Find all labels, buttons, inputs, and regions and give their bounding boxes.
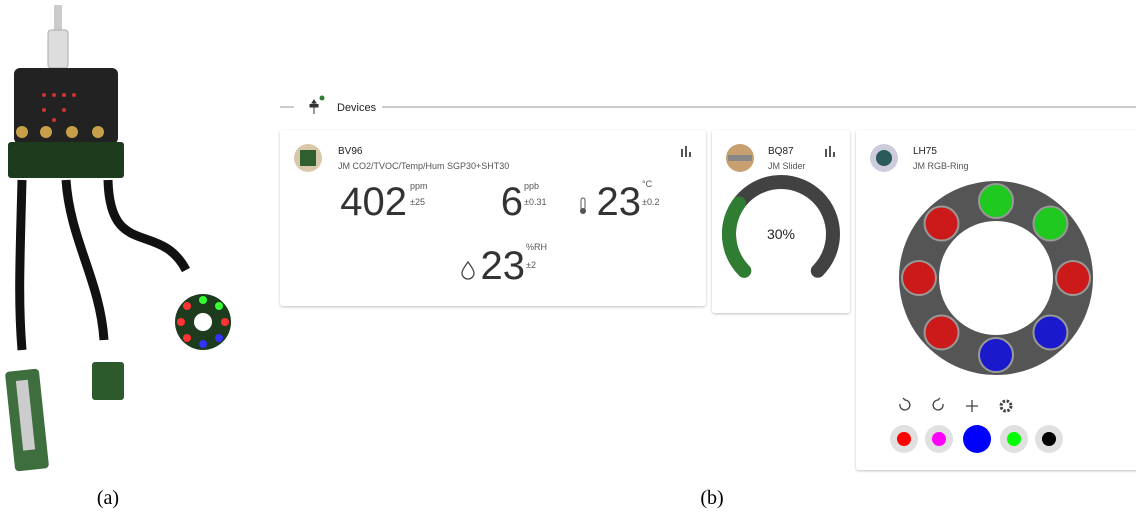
reading-unit: ppb — [524, 181, 539, 191]
reading-error: ±2 — [526, 260, 536, 270]
reading-value: 402 — [340, 180, 407, 224]
gauge-label: 30% — [767, 226, 795, 242]
led[interactable] — [1033, 207, 1067, 241]
device-description: JM Slider — [768, 161, 806, 171]
usb-icon — [310, 96, 325, 115]
device-name: BV96 — [338, 146, 363, 157]
figure: (a) (b) Devices BV96 JM CO2/TVOC/Temp/Hu… — [0, 0, 1136, 517]
reading-value: 6 — [501, 180, 523, 224]
led[interactable] — [925, 315, 959, 349]
led[interactable] — [902, 261, 936, 295]
reading-value: 23 — [481, 244, 526, 288]
color-swatch[interactable] — [1042, 432, 1056, 446]
led[interactable] — [1056, 261, 1090, 295]
reading-unit: °C — [642, 179, 653, 189]
color-swatch[interactable] — [963, 425, 991, 453]
led[interactable] — [1033, 315, 1067, 349]
reading-error: ±25 — [410, 197, 425, 207]
device-name: LH75 — [913, 146, 937, 157]
reading-error: ±0.2 — [642, 197, 659, 207]
caption: (a) — [97, 487, 119, 509]
color-swatch[interactable] — [1007, 432, 1021, 446]
reading-unit: ppm — [410, 181, 428, 191]
device-description: JM CO2/TVOC/Temp/Hum SGP30+SHT30 — [338, 161, 509, 171]
led[interactable] — [925, 207, 959, 241]
reading-value: 23 — [597, 180, 642, 224]
caption: (b) — [700, 487, 723, 509]
device-name: BQ87 — [768, 146, 794, 157]
color-swatch[interactable] — [932, 432, 946, 446]
reading-error: ±0.31 — [524, 197, 546, 207]
hardware-photo — [5, 5, 231, 472]
led[interactable] — [979, 184, 1013, 218]
device-description: JM RGB-Ring — [913, 161, 969, 171]
section-title: Devices — [337, 102, 377, 114]
led[interactable] — [979, 338, 1013, 372]
color-swatch[interactable] — [897, 432, 911, 446]
reading-unit: %RH — [526, 242, 547, 252]
